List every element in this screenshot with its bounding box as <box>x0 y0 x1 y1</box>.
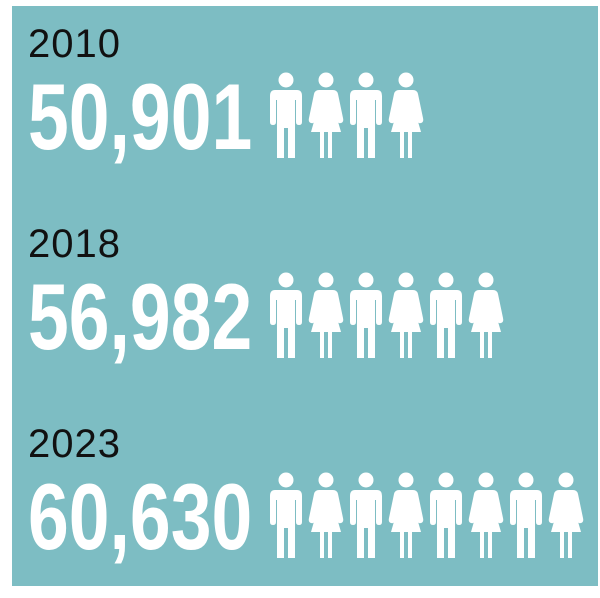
year-label: 2010 <box>28 22 121 66</box>
woman-icon <box>388 472 424 558</box>
entry-2018: 2018 56,982 <box>28 222 504 369</box>
man-icon <box>270 472 302 558</box>
year-label: 2018 <box>28 222 121 266</box>
population-value: 56,982 <box>28 264 253 369</box>
entry-2023: 2023 60,630 <box>28 422 584 569</box>
man-icon <box>430 272 462 358</box>
woman-icon <box>308 272 344 358</box>
population-value: 60,630 <box>28 464 253 569</box>
year-label: 2023 <box>28 422 121 466</box>
people-icons <box>268 272 504 358</box>
entry-2010: 2010 50,901 <box>28 22 424 169</box>
man-icon <box>270 272 302 358</box>
people-icons <box>268 72 424 158</box>
woman-icon <box>548 472 584 558</box>
woman-icon <box>388 72 424 158</box>
man-icon <box>350 72 382 158</box>
man-icon <box>510 472 542 558</box>
woman-icon <box>308 472 344 558</box>
population-value: 50,901 <box>28 64 253 169</box>
people-icons <box>268 472 584 558</box>
man-icon <box>350 472 382 558</box>
man-icon <box>430 472 462 558</box>
infographic-panel: 2010 50,901 2018 56,982 2023 60,630 <box>12 6 598 586</box>
man-icon <box>270 72 302 158</box>
man-icon <box>350 272 382 358</box>
woman-icon <box>308 72 344 158</box>
woman-icon <box>468 472 504 558</box>
woman-icon <box>388 272 424 358</box>
woman-icon <box>468 272 504 358</box>
